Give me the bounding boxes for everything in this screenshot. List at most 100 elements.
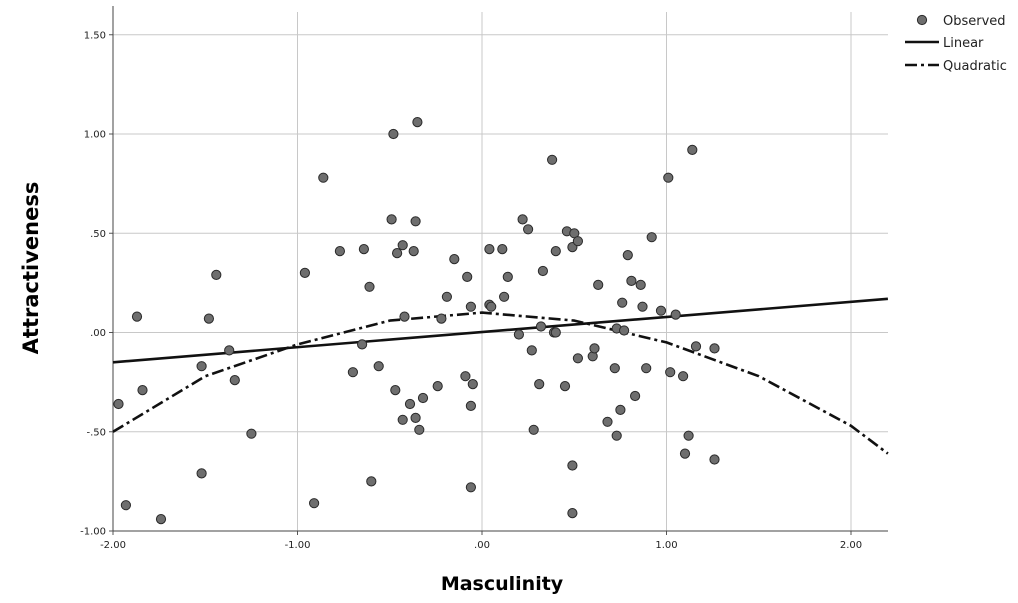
data-point (388, 128, 399, 140)
legend-linear-label: Linear (943, 36, 984, 51)
legend: Observed Linear Quadratic (905, 14, 1007, 74)
data-point (441, 291, 452, 302)
data-point (318, 172, 329, 183)
data-point (408, 246, 419, 257)
x-tick-label: .00 (474, 540, 490, 551)
data-point (655, 305, 667, 316)
x-tick-label: 2.00 (840, 540, 862, 551)
tick-labels: -2.00 -1.00 .00 1.00 2.00 -1.00 -.50 .00 .50 1.00… (80, 30, 862, 551)
y-axis-title: Attractiveness (19, 182, 43, 355)
data-point (364, 281, 375, 292)
data-point (436, 313, 447, 324)
data-point (523, 224, 534, 235)
data-point (229, 375, 240, 386)
data-point (593, 279, 604, 290)
data-point (392, 248, 403, 259)
data-point (626, 275, 637, 286)
x-axis-title: Masculinity (441, 573, 564, 595)
data-point (460, 371, 471, 382)
data-point (366, 476, 377, 487)
x-tick-label: 1.00 (655, 540, 677, 551)
grid (113, 12, 888, 531)
data-point (646, 232, 657, 243)
data-point (196, 361, 207, 372)
data-point (465, 482, 476, 493)
data-point (665, 367, 676, 378)
data-point (155, 514, 167, 525)
data-point (414, 424, 425, 435)
data-point (641, 363, 652, 374)
data-point (550, 327, 561, 338)
data-point (617, 297, 628, 308)
data-point (683, 430, 694, 441)
legend-item-quadratic: Quadratic (905, 59, 1007, 74)
data-point (517, 214, 528, 225)
data-point (663, 172, 674, 183)
data-point (358, 244, 369, 255)
data-point (528, 424, 539, 435)
data-point (615, 404, 626, 415)
data-point (309, 498, 320, 509)
data-point (611, 430, 622, 441)
data-point (572, 236, 584, 247)
linear-fit-line (112, 297, 889, 364)
data-point (432, 381, 443, 392)
data-point (709, 343, 720, 354)
legend-observed-label: Observed (943, 14, 1006, 29)
data-point (602, 416, 613, 427)
data-point (131, 311, 143, 322)
data-point (513, 329, 525, 340)
data-point (410, 412, 421, 423)
data-point (687, 144, 698, 155)
data-point (635, 279, 646, 290)
data-point (299, 267, 310, 278)
data-point (484, 244, 495, 255)
data-point (417, 392, 429, 404)
quadratic-fit-line (112, 311, 889, 455)
legend-item-linear: Linear (905, 36, 984, 51)
data-point (499, 291, 510, 302)
data-point (567, 460, 578, 471)
data-point (410, 216, 421, 227)
data-point (497, 244, 508, 255)
data-point (709, 454, 720, 465)
x-tick-label: -2.00 (100, 540, 126, 551)
data-point (690, 341, 702, 352)
data-point (246, 428, 257, 439)
y-tick-label: 1.00 (84, 130, 106, 141)
data-point (637, 301, 648, 312)
data-point (137, 385, 148, 396)
data-point (334, 246, 345, 257)
data-point (535, 321, 547, 332)
data-point (678, 371, 689, 382)
data-point (399, 311, 410, 322)
data-point (550, 246, 561, 257)
data-point (486, 301, 497, 312)
data-point (465, 301, 476, 312)
data-point (465, 400, 476, 411)
observed-points (113, 117, 720, 525)
data-point (386, 214, 397, 225)
data-point (559, 381, 571, 392)
data-point (397, 414, 408, 425)
y-tick-label: 1.50 (84, 30, 106, 41)
data-point (609, 363, 620, 374)
legend-quadratic-label: Quadratic (943, 59, 1007, 74)
data-point (196, 468, 207, 479)
data-point (113, 398, 124, 410)
data-point (404, 398, 416, 410)
legend-item-observed: Observed (916, 14, 1006, 29)
data-point (120, 500, 132, 511)
data-point (467, 379, 478, 390)
y-tick-label: .50 (90, 229, 106, 240)
data-point (462, 271, 473, 282)
data-point (630, 390, 641, 402)
data-point (357, 339, 368, 350)
data-point (567, 507, 578, 519)
fit-lines (112, 297, 889, 455)
data-point (589, 343, 600, 354)
data-point (373, 361, 384, 372)
legend-observed-marker (916, 14, 928, 26)
y-tick-label: .00 (90, 328, 106, 339)
y-tick-label: -.50 (86, 427, 106, 438)
